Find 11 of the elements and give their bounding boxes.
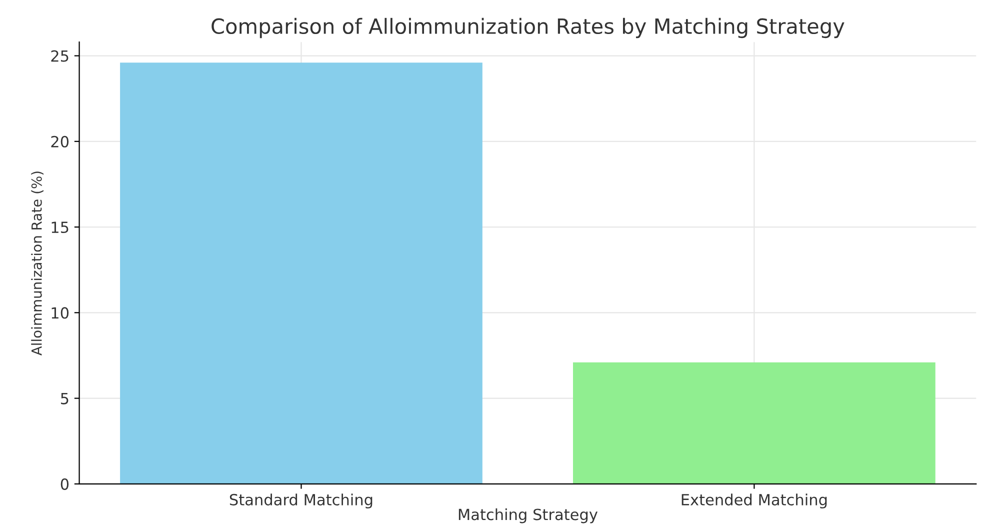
y-tick-label: 5 (61, 392, 68, 404)
x-axis-title: Matching Strategy (458, 508, 598, 524)
y-tick-label: 25 (51, 50, 68, 62)
chart-title: Comparison of Alloimmunization Rates by Matching Strategy (212, 18, 844, 38)
y-tick-label: 10 (52, 307, 69, 319)
y-tick-label: 0 (60, 478, 69, 490)
x-tick-label: Extended Matching (682, 494, 827, 508)
y-tick-label: 20 (51, 136, 69, 148)
y-axis-title: Alloimmunization Rate (%) (31, 172, 44, 356)
y-tick-label: 15 (52, 222, 68, 234)
x-tick-label: Standard Matching (230, 494, 372, 508)
